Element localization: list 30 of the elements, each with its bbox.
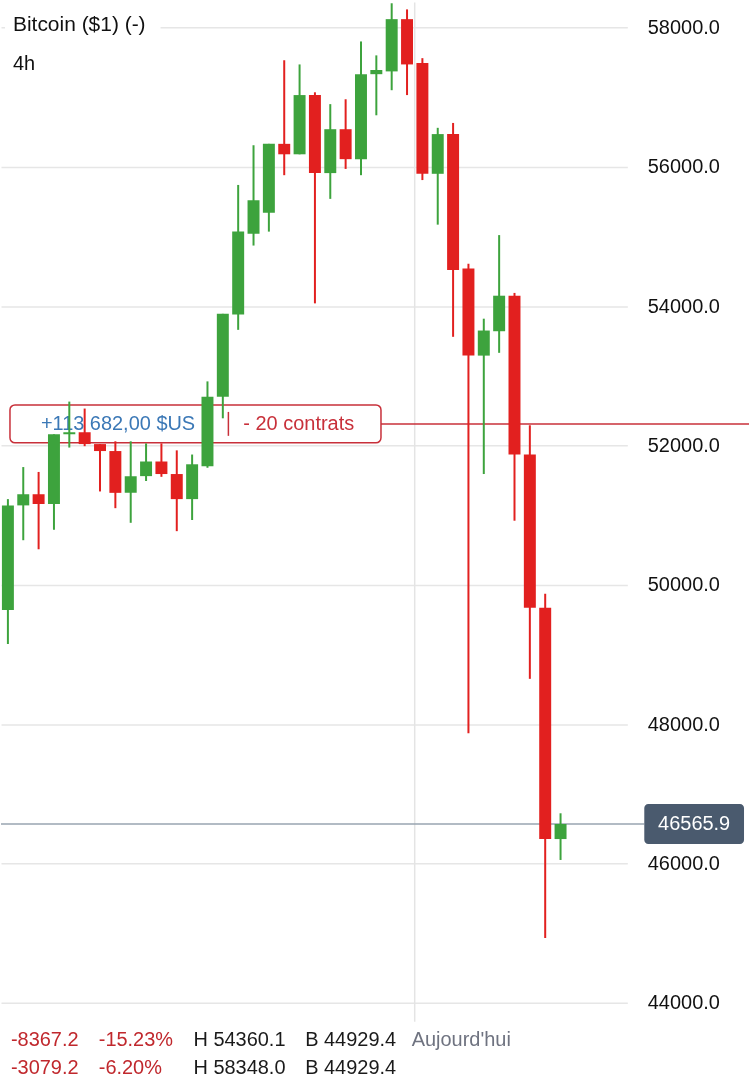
chart-title: Bitcoin ($1) (-) xyxy=(12,12,146,36)
text: Aujourd'hui xyxy=(411,1027,511,1050)
candlestick xyxy=(554,812,567,861)
y-tick-label: 56000.0 xyxy=(647,155,720,178)
y-tick-label: 46000.0 xyxy=(647,851,720,874)
candlestick xyxy=(17,466,30,542)
text: -6.20% xyxy=(98,1055,163,1078)
y-tick-label: 50000.0 xyxy=(647,573,720,596)
candlestick xyxy=(124,440,137,524)
text: -15.23% xyxy=(98,1027,174,1050)
text: B 44929.4 xyxy=(305,1055,397,1078)
candlestick xyxy=(370,54,383,117)
y-tick-label: 48000.0 xyxy=(647,712,720,735)
candlestick xyxy=(32,470,45,551)
text: B 44929.4 xyxy=(305,1027,397,1050)
text: H 58348.0 xyxy=(193,1055,286,1078)
candlestick xyxy=(155,442,168,478)
text: H 54360.1 xyxy=(193,1027,286,1050)
ref-line-label: - 20 contrats xyxy=(243,411,355,434)
text: -3079.2 xyxy=(10,1055,79,1078)
candlestick xyxy=(278,59,291,177)
y-tick-label: 54000.0 xyxy=(647,294,720,317)
text: -8367.2 xyxy=(10,1027,79,1050)
y-tick-label: 44000.0 xyxy=(647,991,720,1014)
candlestick xyxy=(94,443,106,493)
y-tick-label: 52000.0 xyxy=(647,433,720,456)
y-tick-label: 58000.0 xyxy=(647,15,720,38)
candlestick xyxy=(140,442,153,482)
ref-line-label: 46565.9 xyxy=(658,812,731,835)
text: 4h xyxy=(12,52,36,75)
